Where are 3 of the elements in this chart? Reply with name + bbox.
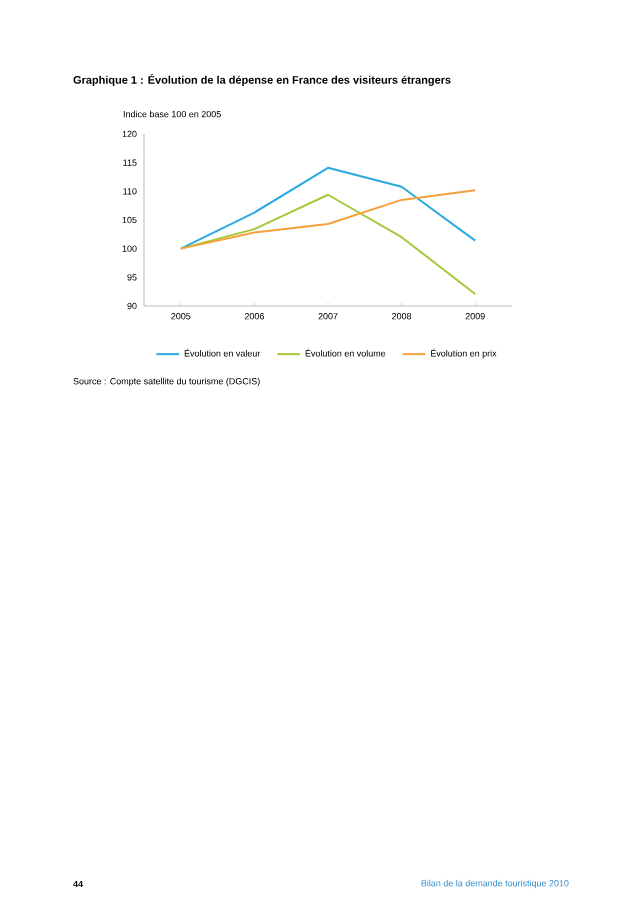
line-series (179, 189, 477, 250)
line-series (179, 166, 477, 250)
line-series (179, 193, 477, 295)
